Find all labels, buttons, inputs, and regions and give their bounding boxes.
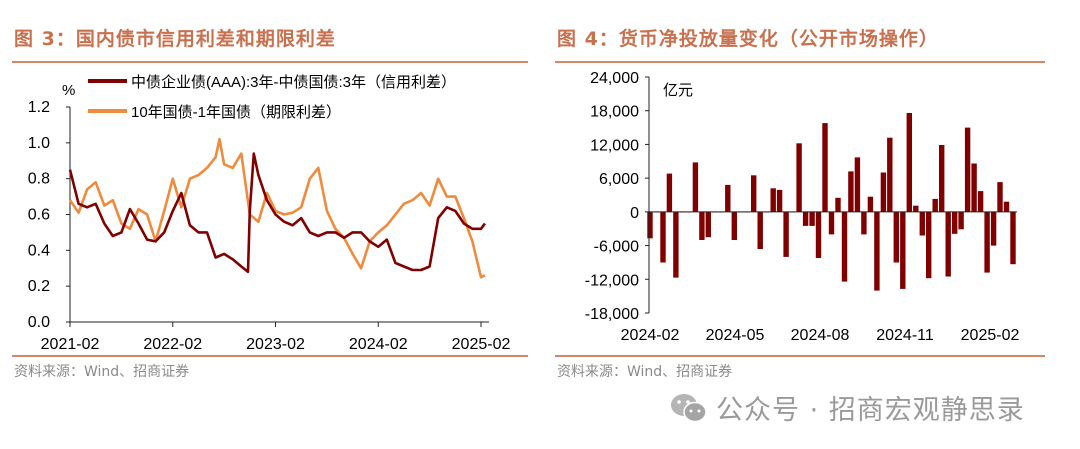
bar xyxy=(919,211,925,236)
bar xyxy=(900,211,906,289)
bar xyxy=(854,157,861,212)
legend-label-term: 10年国债-1年国债（期限利差） xyxy=(131,104,341,121)
bar xyxy=(867,196,874,212)
left-y-unit: % xyxy=(62,82,75,99)
y-tick-label: 0.2 xyxy=(28,278,50,295)
y-tick-label: -12,000 xyxy=(585,272,639,289)
y-tick-label: 0 xyxy=(630,205,639,222)
bar xyxy=(861,211,867,235)
legend-label-credit: 中债企业债(AAA):3年-中债国债:3年（信用利差） xyxy=(131,73,456,91)
bar xyxy=(1003,201,1010,212)
y-tick-label: -18,000 xyxy=(585,306,639,323)
bar xyxy=(809,211,815,226)
bar xyxy=(666,173,673,212)
bar xyxy=(647,211,653,239)
bar xyxy=(699,211,705,240)
bar xyxy=(776,189,783,212)
y-tick-label: 12,000 xyxy=(590,137,639,154)
x-tick-label: 2024-11 xyxy=(876,327,934,344)
bar xyxy=(971,163,977,212)
right-y-unit: 亿元 xyxy=(663,82,693,99)
y-tick-label: 1.0 xyxy=(28,135,50,152)
bar xyxy=(1010,211,1016,265)
bar xyxy=(945,211,951,277)
bar xyxy=(692,162,699,212)
y-tick-label: 0.0 xyxy=(28,314,50,331)
bar xyxy=(887,137,893,212)
bar xyxy=(835,197,841,212)
bar xyxy=(848,171,854,212)
right-bar-chart: 亿元 -18,000 -12,000 -6,000 0 6,000 12,000 18,00… xyxy=(585,70,1020,344)
credit-spread-line xyxy=(68,152,486,274)
bar xyxy=(725,184,731,212)
bar xyxy=(893,211,899,263)
watermark: 公众号 · 招商宏观静思录 xyxy=(670,388,1025,427)
bar xyxy=(880,172,887,212)
y-tick-label: -6,000 xyxy=(594,239,639,256)
y-tick-label: 6,000 xyxy=(599,171,639,188)
right-source: 资料来源：Wind、招商证券 xyxy=(557,364,733,380)
bar xyxy=(958,211,964,230)
y-tick-label: 24,000 xyxy=(590,70,639,87)
bar xyxy=(828,211,835,235)
bar xyxy=(731,211,737,240)
bar xyxy=(796,143,802,212)
x-tick-label: 2025-02 xyxy=(961,327,1020,344)
bar xyxy=(932,198,938,212)
x-tick-label: 2025-02 xyxy=(452,336,511,353)
right-bottom-rule xyxy=(555,355,1045,357)
bar xyxy=(952,211,958,234)
y-tick-label: 1.2 xyxy=(28,99,50,116)
bar xyxy=(913,205,919,212)
left-chart-title: 图 3：国内债市信用利差和期限利差 xyxy=(14,28,336,50)
x-tick-label: 2024-02 xyxy=(621,327,680,344)
bar xyxy=(964,127,971,212)
x-tick-label: 2024-02 xyxy=(349,336,408,353)
bar xyxy=(751,175,757,212)
bar xyxy=(673,211,679,278)
bar xyxy=(802,211,809,226)
right-top-rule xyxy=(555,61,1045,63)
y-tick-label: 0.6 xyxy=(28,207,50,224)
left-bottom-rule xyxy=(12,355,528,357)
bar xyxy=(990,211,997,246)
left-source: 资料来源：Wind、招商证券 xyxy=(14,364,190,380)
term-spread-line xyxy=(68,137,486,279)
y-tick-label: 0.4 xyxy=(28,242,50,259)
bar xyxy=(906,113,912,212)
wechat-icon xyxy=(671,393,707,422)
bar xyxy=(984,211,990,273)
bar xyxy=(939,145,945,212)
bar xyxy=(822,123,828,212)
x-tick-label: 2024-08 xyxy=(791,327,850,344)
left-line-chart: % 中债企业债(AAA):3年-中债国债:3年（信用利差） 10年国债-1年国债… xyxy=(28,73,511,353)
bar xyxy=(977,191,984,212)
left-top-rule xyxy=(12,61,528,63)
bar xyxy=(841,211,848,282)
right-chart-title: 图 4：货币净投放量变化（公开市场操作） xyxy=(557,28,939,50)
bar xyxy=(757,211,763,249)
y-tick-label: 18,000 xyxy=(590,104,639,121)
y-tick-label: 0.8 xyxy=(28,171,50,188)
x-tick-label: 2022-02 xyxy=(143,336,202,353)
bar xyxy=(815,211,822,258)
bar xyxy=(997,182,1003,212)
bar xyxy=(874,211,880,291)
x-tick-label: 2021-02 xyxy=(41,336,100,353)
bar xyxy=(705,211,711,238)
watermark-text: 公众号 · 招商宏观静思录 xyxy=(716,395,1025,426)
bar xyxy=(660,211,666,263)
bar xyxy=(926,211,932,279)
x-tick-label: 2023-02 xyxy=(246,336,305,353)
bar xyxy=(770,188,776,212)
bar xyxy=(783,211,789,257)
x-tick-label: 2024-05 xyxy=(706,327,765,344)
